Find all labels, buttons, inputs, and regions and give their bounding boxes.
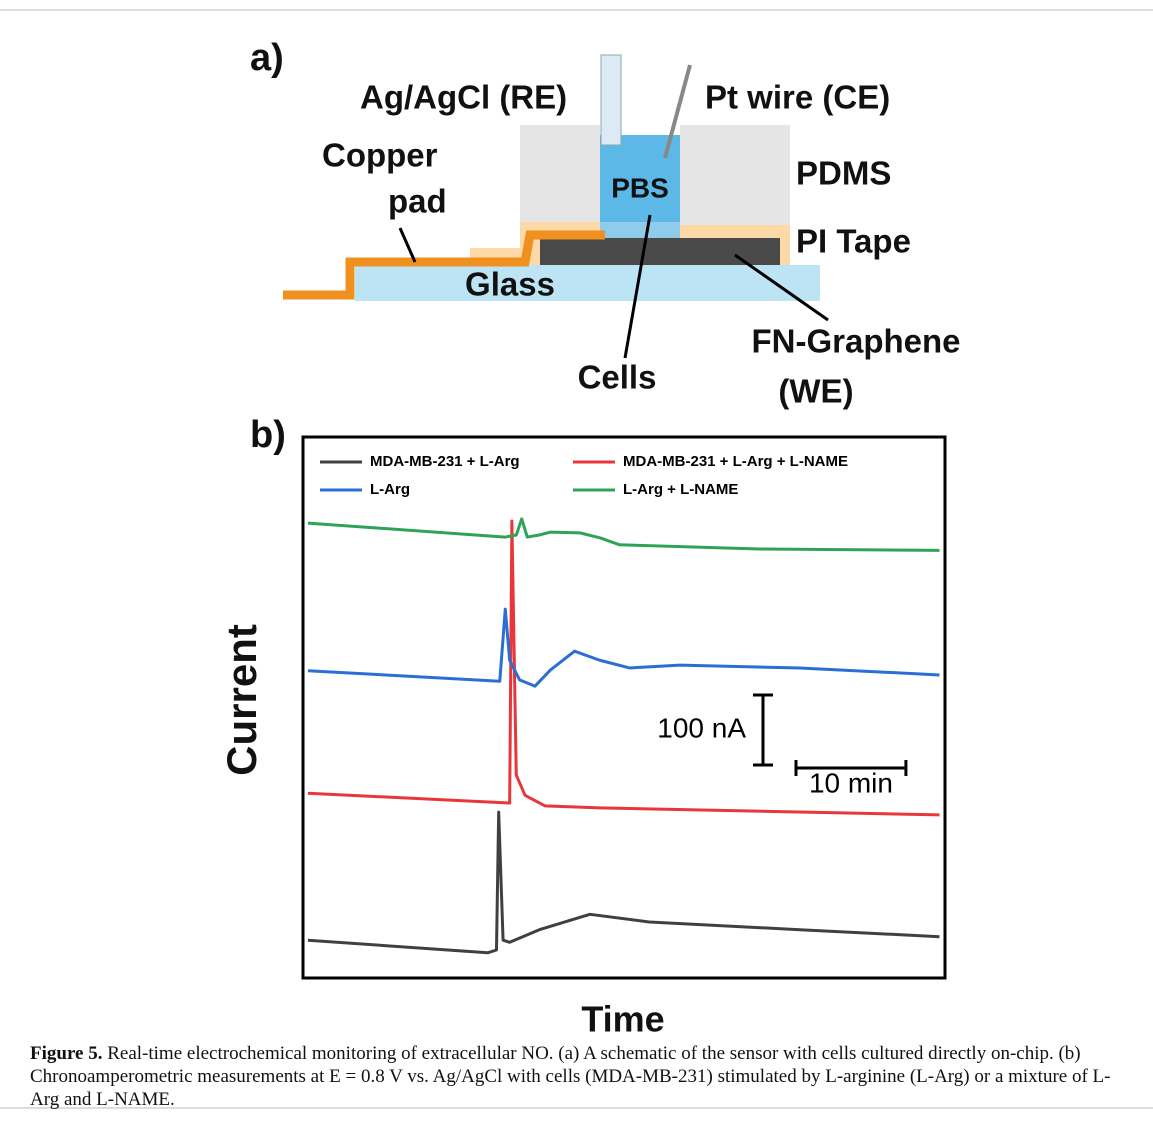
plot-frame: [301, 435, 947, 980]
legend-label: MDA-MB-231 + L-Arg: [370, 453, 520, 470]
cells: [600, 222, 680, 238]
panel-label: b): [250, 414, 286, 456]
schematic: [283, 54, 829, 359]
scale-label: 100 nA: [657, 712, 746, 743]
glass: [355, 265, 820, 301]
pdms: [680, 125, 790, 225]
label: Ag/AgCl (RE): [360, 79, 567, 116]
label: (WE): [778, 373, 853, 410]
pointer: [734, 253, 829, 322]
pointer: [623, 214, 652, 359]
pointer: [398, 227, 417, 263]
label: Glass: [465, 266, 555, 303]
copper-pad: [283, 230, 605, 300]
pdms: [520, 125, 600, 222]
graphene: [540, 238, 780, 265]
label: FN-Graphene: [751, 323, 960, 360]
caption: Figure 5. Real-time electrochemical moni…: [30, 1042, 1125, 1111]
panel-label: a): [250, 37, 284, 79]
caption-text: Real-time electrochemical monitoring of …: [30, 1043, 1111, 1110]
label: PDMS: [796, 155, 891, 192]
label: Pt wire (CE): [705, 79, 890, 116]
caption-label: Figure 5.: [30, 1043, 103, 1064]
label: Cells: [578, 359, 657, 396]
legend-label: MDA-MB-231 + L-Arg + L-NAME: [623, 453, 848, 470]
label: pad: [388, 183, 447, 220]
x-axis-title: Time: [581, 999, 664, 1040]
trace: [307, 810, 940, 955]
legend-label: L-Arg: [370, 481, 410, 498]
label: PI Tape: [796, 223, 911, 260]
trace: [307, 607, 940, 688]
label: PBS: [611, 172, 669, 203]
pt-wire: [663, 64, 692, 159]
trace: [307, 517, 940, 552]
legend-label: L-Arg + L-NAME: [623, 481, 738, 498]
reference-electrode: [600, 54, 622, 146]
trace: [307, 519, 940, 817]
y-axis-title: Current: [218, 624, 265, 776]
label: Copper: [322, 137, 438, 174]
scale-label: 10 min: [809, 767, 893, 798]
